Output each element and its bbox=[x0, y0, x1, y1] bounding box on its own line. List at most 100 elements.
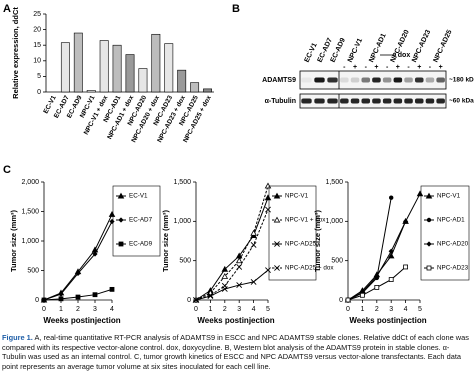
legend-marker bbox=[118, 217, 124, 223]
y-tick-label: 2,000 bbox=[21, 179, 39, 186]
data-point bbox=[108, 211, 116, 217]
blot-band bbox=[340, 98, 349, 104]
data-point bbox=[403, 264, 409, 270]
blot-band bbox=[350, 77, 360, 83]
data-point bbox=[345, 297, 351, 303]
series-line bbox=[195, 197, 269, 301]
data-point bbox=[92, 251, 98, 257]
data-point bbox=[359, 289, 365, 295]
blot-band bbox=[382, 77, 392, 83]
data-point bbox=[359, 292, 365, 298]
legend-marker bbox=[426, 265, 432, 271]
y-axis-title: Tumor size (mm³) bbox=[161, 210, 170, 272]
panel-label: C bbox=[3, 164, 11, 176]
blot-band bbox=[393, 77, 403, 83]
blot-band bbox=[314, 98, 325, 104]
data-point bbox=[264, 182, 272, 189]
x-tick-label: 2 bbox=[375, 306, 379, 313]
blot-band bbox=[382, 98, 392, 104]
legend-marker bbox=[273, 192, 281, 199]
data-point bbox=[264, 194, 272, 201]
legend-label: NPC-V1 + dox bbox=[285, 217, 326, 224]
blot-band bbox=[404, 98, 413, 104]
legend-label: EC-V1 bbox=[129, 193, 148, 200]
data-point bbox=[236, 282, 243, 288]
x-tick-label: 1 bbox=[208, 306, 212, 313]
y-tick-label: 20 bbox=[33, 26, 41, 33]
blot-band bbox=[436, 77, 445, 83]
blot-band bbox=[340, 77, 349, 83]
dox-sign: + bbox=[439, 64, 443, 71]
blot-band bbox=[350, 98, 360, 104]
band-name: α-Tubulin bbox=[265, 98, 296, 105]
x-tick-label: 0 bbox=[346, 306, 350, 313]
x-tick-label: 1 bbox=[59, 306, 63, 313]
y-tick-label: 5 bbox=[37, 73, 41, 80]
y-tick-label: 10 bbox=[33, 58, 41, 65]
data-point bbox=[235, 257, 243, 264]
y-tick-label: 1,500 bbox=[173, 179, 191, 186]
legend-label: NPC-AD1 bbox=[437, 217, 465, 224]
x-tick-label: 4 bbox=[404, 306, 408, 313]
data-point bbox=[41, 297, 47, 303]
data-point bbox=[374, 273, 380, 279]
bar bbox=[86, 90, 96, 93]
bar bbox=[125, 54, 135, 93]
y-tick-label: 0 bbox=[35, 297, 39, 304]
band-size: ~60 kDa bbox=[449, 98, 474, 105]
dox-sign: + bbox=[417, 64, 421, 71]
data-point bbox=[92, 292, 98, 298]
blot-band bbox=[372, 77, 381, 83]
legend-label: NPC-V1 bbox=[285, 193, 309, 200]
data-point bbox=[109, 286, 115, 292]
x-axis-title: Weeks postinjection bbox=[197, 316, 274, 325]
legend-label: NPC-AD25 + dox bbox=[285, 265, 334, 272]
data-point bbox=[75, 294, 81, 300]
y-tick-label: 0 bbox=[37, 89, 41, 96]
y-axis-title: Tumor size (mm³) bbox=[9, 210, 18, 272]
data-point bbox=[236, 264, 243, 270]
x-tick-label: 3 bbox=[93, 306, 97, 313]
blot-band bbox=[314, 77, 325, 83]
series-line bbox=[347, 193, 421, 301]
data-point bbox=[221, 265, 229, 272]
series-line bbox=[195, 269, 269, 301]
y-tick-label: 0 bbox=[339, 297, 343, 304]
data-point bbox=[388, 248, 394, 254]
blot-band bbox=[404, 77, 413, 83]
data-point bbox=[58, 296, 64, 302]
x-tick-label: 5 bbox=[418, 306, 422, 313]
series-line bbox=[195, 209, 269, 301]
data-point bbox=[109, 218, 115, 225]
legend-marker bbox=[274, 241, 280, 247]
legend-marker bbox=[426, 241, 432, 247]
x-tick-label: 2 bbox=[76, 306, 80, 313]
band-name: ADAMTS9 bbox=[262, 77, 296, 84]
lane-label: NPC-AD23 bbox=[411, 29, 432, 64]
data-point bbox=[207, 292, 214, 299]
dox-sign: - bbox=[386, 64, 389, 71]
series-line bbox=[43, 214, 113, 301]
x-tick-label: 2 bbox=[223, 306, 227, 313]
legend-label: NPC-AD20 bbox=[437, 241, 469, 248]
dox-sign: - bbox=[343, 64, 346, 71]
x-tick-label: 3 bbox=[237, 306, 241, 313]
bar bbox=[190, 82, 200, 93]
legend-marker bbox=[117, 192, 125, 199]
data-point bbox=[221, 282, 228, 289]
panel-label: A bbox=[3, 3, 11, 15]
y-tick-label: 1,000 bbox=[21, 238, 39, 245]
legend-marker bbox=[118, 241, 124, 247]
blot-band bbox=[414, 98, 424, 104]
legend-box bbox=[112, 185, 161, 257]
data-point bbox=[75, 270, 81, 277]
y-tick-label: 1,000 bbox=[325, 218, 343, 225]
bar bbox=[112, 44, 122, 93]
legend-marker bbox=[426, 217, 432, 223]
x-axis-title: Weeks postinjection bbox=[349, 316, 426, 325]
dox-sign: - bbox=[407, 64, 410, 71]
data-point bbox=[387, 252, 395, 259]
y-axis-title: Tumor size (mm³) bbox=[313, 210, 322, 272]
